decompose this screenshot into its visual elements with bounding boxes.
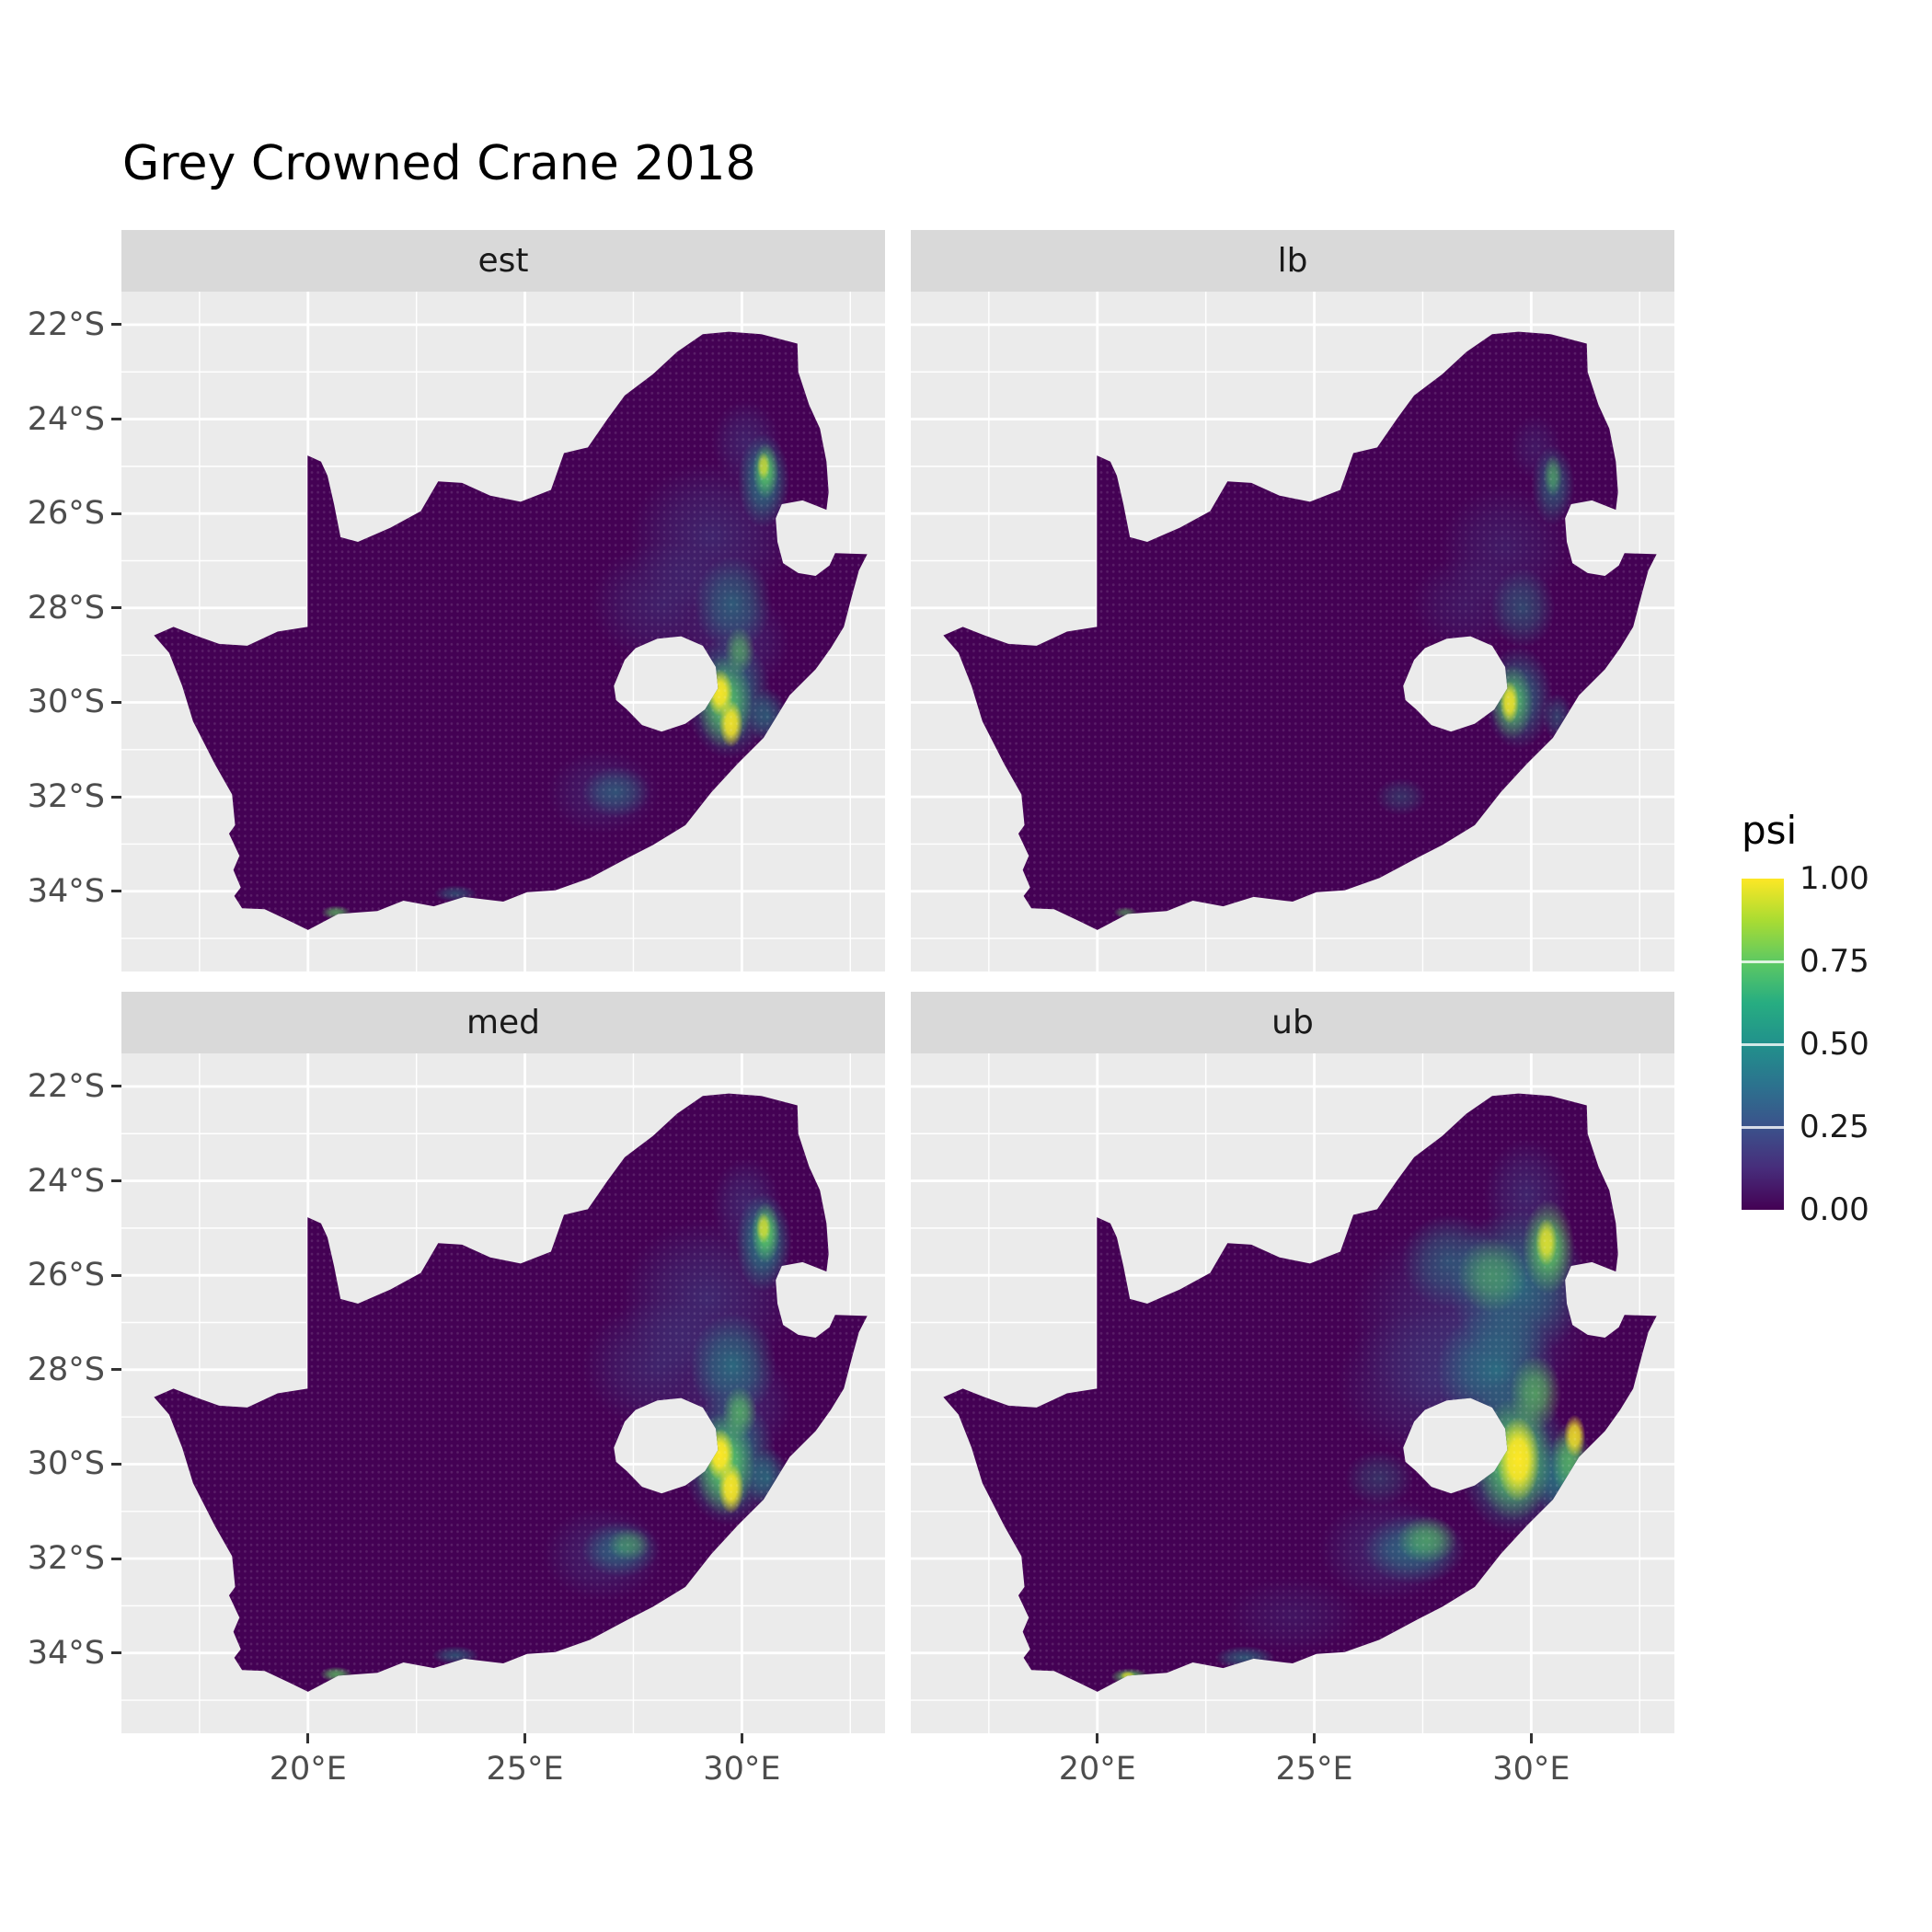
map-svg-ub [911, 1053, 1674, 1733]
facet-panel-ub [911, 1053, 1674, 1733]
y-axis-tick [111, 1273, 121, 1277]
x-axis-tick [523, 1733, 527, 1743]
x-axis-tick [1313, 1733, 1317, 1743]
legend-title: psi [1742, 808, 1798, 853]
facet-panel-est [121, 292, 885, 972]
x-axis-tick [740, 1733, 743, 1743]
raster-texture [943, 331, 1657, 930]
y-axis-label: 26°S [27, 495, 105, 533]
y-axis-label: 28°S [27, 589, 105, 627]
legend-tick [1742, 1042, 1784, 1046]
map-svg-med [121, 1053, 885, 1733]
map-svg-est [121, 292, 885, 972]
legend-tick-label: 0.75 [1800, 943, 1869, 980]
y-axis-label: 30°S [27, 684, 105, 721]
facet-strip-lb: lb [911, 230, 1674, 292]
legend-tick [1742, 960, 1784, 963]
y-axis-label: 34°S [27, 872, 105, 910]
x-axis-label: 30°E [703, 1751, 781, 1788]
y-axis-label: 24°S [27, 1162, 105, 1200]
legend-tick-label: 0.25 [1800, 1109, 1869, 1145]
raster-texture [943, 1093, 1657, 1692]
y-axis-label: 34°S [27, 1634, 105, 1672]
y-axis-label: 32°S [27, 778, 105, 816]
x-axis-tick [1096, 1733, 1099, 1743]
legend-tick [1742, 1125, 1784, 1129]
y-axis-tick [111, 1179, 121, 1183]
y-axis-label: 30°S [27, 1445, 105, 1483]
y-axis-tick [111, 606, 121, 610]
chart-title: Grey Crowned Crane 2018 [122, 136, 756, 191]
y-axis-tick [111, 1462, 121, 1466]
map-svg-lb [911, 292, 1674, 972]
x-axis-label: 20°E [1058, 1751, 1136, 1788]
y-axis-label: 32°S [27, 1540, 105, 1578]
x-axis-tick [1529, 1733, 1533, 1743]
raster-texture [154, 1093, 868, 1692]
y-axis-label: 22°S [27, 305, 105, 343]
raster-texture [154, 331, 868, 930]
y-axis-tick [111, 795, 121, 799]
facet-strip-ub: ub [911, 992, 1674, 1053]
y-axis-tick [111, 700, 121, 704]
legend-tick-label: 0.00 [1800, 1191, 1869, 1228]
facet-strip-label: est [477, 242, 529, 280]
facet-strip-label: med [466, 1004, 541, 1041]
y-axis-tick [111, 1557, 121, 1560]
y-axis-tick [111, 1368, 121, 1372]
x-axis-label: 25°E [486, 1751, 564, 1788]
facet-panel-med [121, 1053, 885, 1733]
y-axis-tick [111, 323, 121, 327]
y-axis-tick [111, 1085, 121, 1088]
y-axis-label: 22°S [27, 1067, 105, 1105]
x-axis-label: 30°E [1492, 1751, 1570, 1788]
y-axis-tick [111, 890, 121, 893]
y-axis-label: 24°S [27, 400, 105, 438]
y-axis-tick [111, 1651, 121, 1655]
legend-tick-label: 0.50 [1800, 1026, 1869, 1063]
facet-panel-lb [911, 292, 1674, 972]
legend-tick-label: 1.00 [1800, 860, 1869, 897]
facet-strip-label: ub [1271, 1004, 1314, 1041]
y-axis-tick [111, 418, 121, 421]
x-axis-tick [306, 1733, 310, 1743]
x-axis-label: 20°E [269, 1751, 347, 1788]
facet-strip-med: med [121, 992, 885, 1053]
y-axis-label: 26°S [27, 1257, 105, 1294]
y-axis-label: 28°S [27, 1351, 105, 1388]
facet-strip-label: lb [1277, 242, 1308, 280]
y-axis-tick [111, 512, 121, 515]
x-axis-label: 25°E [1275, 1751, 1353, 1788]
facet-strip-est: est [121, 230, 885, 292]
